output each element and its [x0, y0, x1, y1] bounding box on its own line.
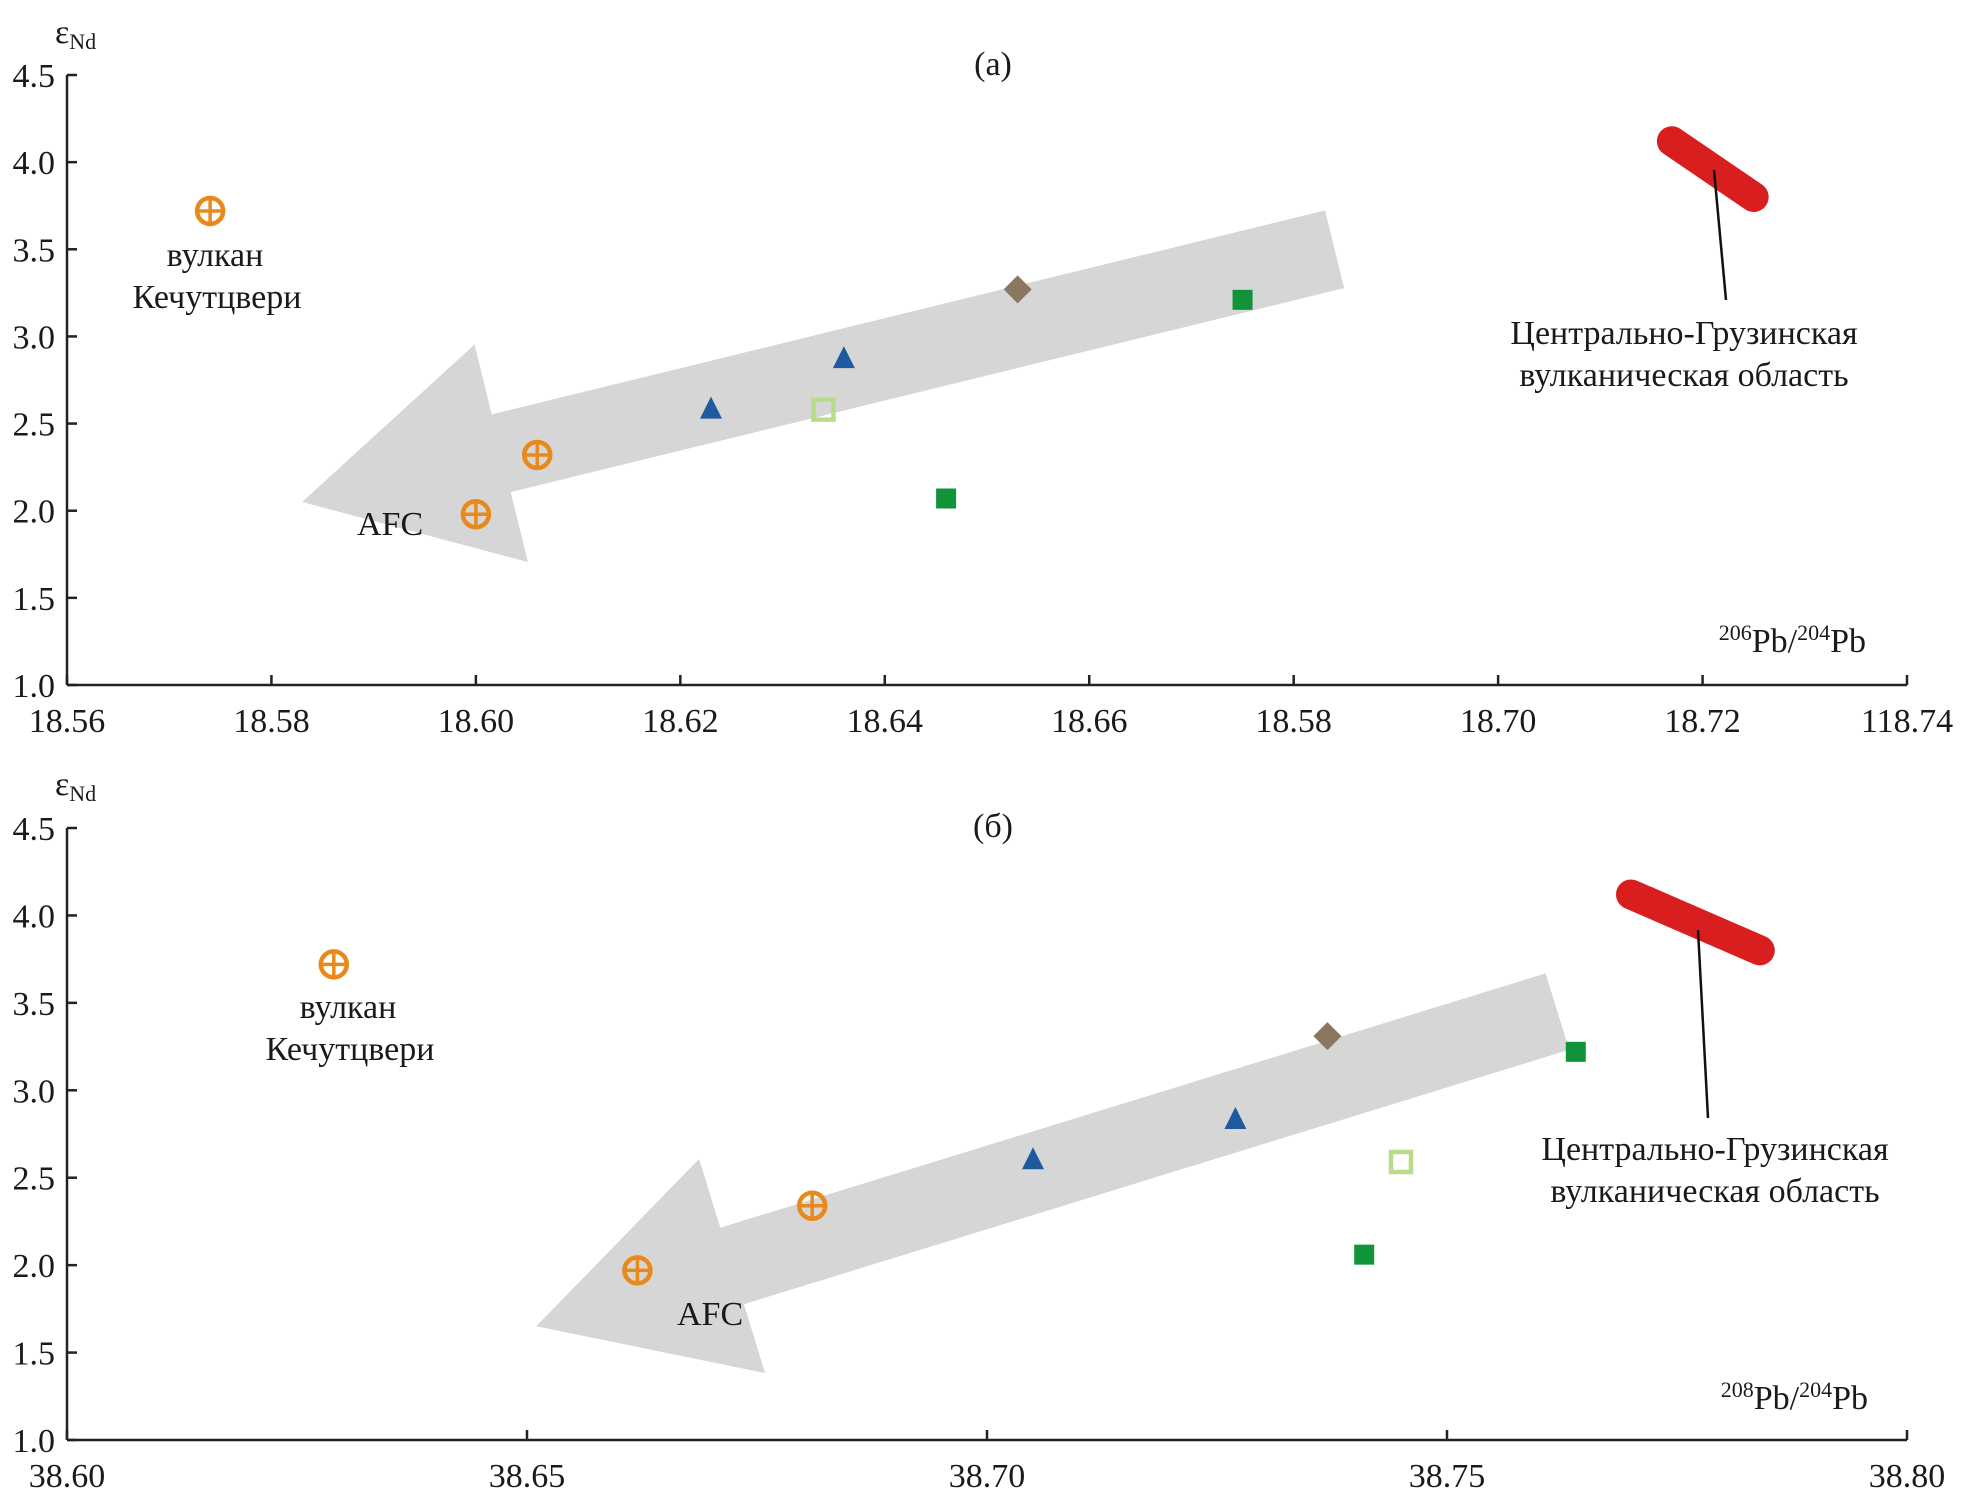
- y-axis-title-base: ε: [55, 14, 69, 51]
- y-tick-label: 1.0: [13, 1423, 56, 1460]
- y-tick-label: 3.5: [13, 232, 56, 269]
- volcano-label-line2: Кечутцвери: [133, 279, 302, 316]
- panel-label: (а): [974, 46, 1012, 83]
- x-tick-label: 18.66: [1051, 703, 1128, 740]
- data-point-orange-circle: [622, 1255, 653, 1286]
- x-tick-label: 18.70: [1460, 703, 1537, 740]
- data-point-open-square: [1388, 1149, 1414, 1175]
- x-axis-title: 208Pb/204Pb: [1721, 1377, 1868, 1417]
- data-point-blue-triangle: [1022, 1147, 1044, 1170]
- data-point-green-square: [1565, 1041, 1586, 1062]
- data-point-blue-triangle: [832, 346, 855, 369]
- x-tick-label: 18.62: [642, 703, 719, 740]
- afc-arrow: [536, 973, 1570, 1373]
- data-point-open-square: [811, 397, 836, 422]
- y-tick-label: 1.0: [13, 668, 56, 705]
- central-georgian-field: [1656, 126, 1769, 212]
- x-tick-label: 118.74: [1861, 703, 1953, 740]
- x-tick-label: 18.64: [847, 703, 924, 740]
- x-tick-label: 18.58: [1255, 703, 1332, 740]
- y-tick-label: 2.5: [13, 407, 56, 444]
- data-point-orange-circle: [460, 498, 492, 530]
- data-point-orange-circle: [318, 949, 350, 980]
- region-label-line1: Центрально-Грузинская: [1510, 315, 1858, 352]
- volcano-label-line2: Кечутцвери: [266, 1031, 435, 1068]
- y-axis-title-base: ε: [55, 766, 69, 803]
- region-pointer-line: [1696, 929, 1710, 1119]
- data-point-orange-circle: [194, 195, 226, 227]
- afc-label: AFC: [357, 506, 423, 543]
- x-tick-label: 18.72: [1664, 703, 1741, 740]
- x-tick-label: 38.80: [1869, 1458, 1946, 1495]
- afc-label: AFC: [677, 1296, 743, 1333]
- data-point-brown-diamond: [1313, 1022, 1342, 1051]
- central-georgian-field: [1616, 879, 1775, 966]
- region-label-line1: Центрально-Грузинская: [1541, 1131, 1889, 1168]
- x-axis-title-mid: Pb/: [1752, 623, 1798, 660]
- x-axis-title-sup1: 206: [1719, 620, 1752, 645]
- region-label-line2: вулканическая область: [1519, 357, 1848, 394]
- data-point-green-square: [1232, 289, 1253, 310]
- data-point-blue-triangle: [700, 396, 722, 419]
- data-point-green-square: [1354, 1244, 1375, 1265]
- region-label-line2: вулканическая область: [1550, 1173, 1879, 1210]
- y-tick-label: 3.0: [13, 319, 56, 356]
- data-point-green-square: [936, 488, 957, 509]
- y-tick-label: 1.5: [13, 1336, 56, 1373]
- y-tick-label: 2.0: [13, 494, 56, 531]
- x-tick-label: 38.75: [1409, 1458, 1486, 1495]
- volcano-label-line1: вулкан: [167, 237, 264, 274]
- y-axis-title: εNd: [55, 766, 96, 806]
- data-point-orange-circle: [521, 439, 553, 471]
- x-axis-title: 206Pb/204Pb: [1719, 620, 1866, 660]
- y-tick-label: 3.0: [13, 1073, 56, 1110]
- y-tick-label: 4.0: [13, 145, 56, 182]
- volcano-label-line1: вулкан: [300, 989, 397, 1026]
- x-tick-label: 38.65: [489, 1458, 566, 1495]
- x-axis-title-sup2: 204: [1799, 1377, 1832, 1402]
- y-tick-label: 4.0: [13, 898, 56, 935]
- x-axis-title-sup1: 208: [1721, 1377, 1754, 1402]
- y-tick-label: 1.5: [13, 581, 56, 618]
- y-tick-label: 2.0: [13, 1248, 56, 1285]
- x-axis-title-end: Pb: [1832, 1380, 1868, 1417]
- x-tick-label: 38.60: [29, 1458, 106, 1495]
- y-tick-label: 4.5: [13, 811, 56, 848]
- y-axis-title-sub: Nd: [69, 781, 96, 806]
- y-tick-label: 3.5: [13, 986, 56, 1023]
- x-axis-title-end: Pb: [1830, 623, 1866, 660]
- afc-arrow: [302, 210, 1345, 562]
- data-point-blue-triangle: [1224, 1107, 1247, 1130]
- y-tick-label: 2.5: [13, 1161, 56, 1198]
- x-axis-title-mid: Pb/: [1754, 1380, 1800, 1417]
- data-point-orange-circle: [796, 1190, 828, 1221]
- panel-label: (б): [973, 808, 1013, 845]
- panel-a: 18.56 18.58 18.60 18.62 18.64 18.66 18.58 18.70…: [13, 14, 1954, 740]
- x-tick-label: 38.70: [949, 1458, 1026, 1495]
- y-axis-title: εNd: [55, 14, 96, 54]
- y-tick-label: 4.5: [13, 58, 56, 95]
- region-pointer-line: [1712, 169, 1728, 301]
- data-point-brown-diamond: [1003, 275, 1032, 304]
- y-axis-title-sub: Nd: [69, 29, 96, 54]
- x-axis-title-sup2: 204: [1797, 620, 1830, 645]
- x-tick-label: 18.60: [438, 703, 515, 740]
- x-tick-label: 18.58: [233, 703, 310, 740]
- panel-b: 38.60 38.65 38.70 38.75 38.80 1.0 1.5 2.0 2.5 3.0…: [13, 766, 1946, 1495]
- x-tick-label: 18.56: [29, 703, 106, 740]
